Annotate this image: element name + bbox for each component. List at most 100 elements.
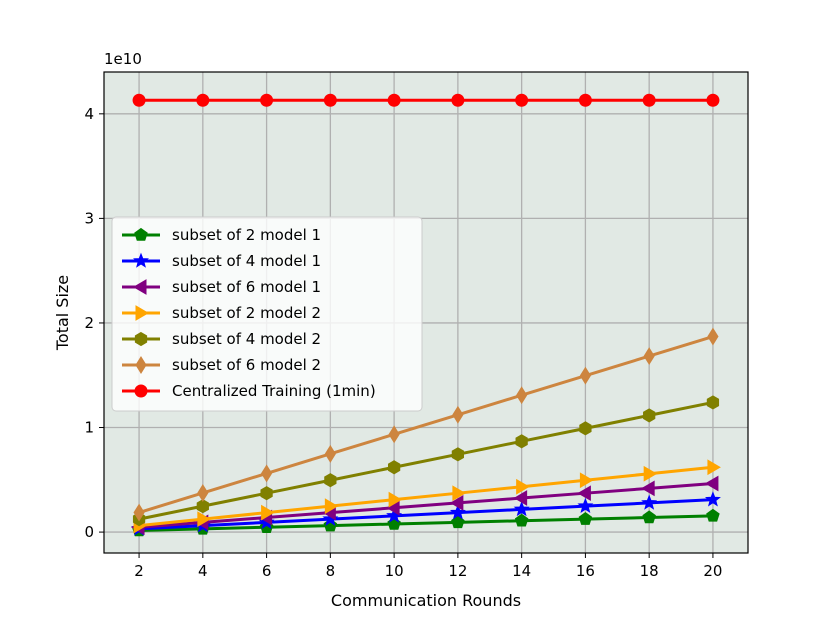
series-4-point-10 <box>707 459 721 476</box>
series-6-point-9 <box>643 347 655 366</box>
series-1-line <box>139 514 713 532</box>
series-7 <box>132 93 720 107</box>
series-5-point-7 <box>515 434 528 449</box>
y-axis-label: Total Size <box>53 275 72 351</box>
series-5-point-5 <box>387 460 401 475</box>
series-7-point-1 <box>132 93 146 107</box>
y-tick-label-3: 3 <box>84 209 94 227</box>
x-tick-label-2: 2 <box>134 562 144 580</box>
series-6-point-7 <box>516 386 528 405</box>
series-5-point-4 <box>324 473 337 488</box>
legend-label-3: subset of 6 model 1 <box>172 278 321 296</box>
series-5-point-8 <box>579 421 592 436</box>
series-6-point-5 <box>388 425 400 444</box>
x-tick-label-6: 6 <box>262 562 272 580</box>
series-7-point-7 <box>515 93 529 107</box>
legend-entry-5: subset of 4 model 2 <box>122 330 321 348</box>
legend-entry-6: subset of 6 model 2 <box>122 356 321 374</box>
series-1-point-6 <box>451 515 465 529</box>
legend-entry-1: subset of 2 model 1 <box>122 226 321 244</box>
series-3-point-9 <box>641 480 655 497</box>
x-tick-label-4: 4 <box>198 562 208 580</box>
series-5-point-10 <box>706 395 720 410</box>
series-4-line <box>138 465 714 528</box>
legend-entry-2: subset of 4 model 1 <box>122 252 321 270</box>
series-6-point-3 <box>261 464 273 483</box>
legend-label-4: subset of 2 model 2 <box>172 304 321 322</box>
series-7-point-9 <box>642 93 656 107</box>
y-scale-label: 1e10 <box>104 50 142 68</box>
legend-marker-5 <box>134 331 148 347</box>
series-3-line <box>138 481 714 529</box>
series-4-point-2 <box>197 511 211 527</box>
legend-entry-4: subset of 2 model 2 <box>122 304 321 322</box>
y-tick-label-1: 1 <box>84 419 94 437</box>
series-6-line <box>138 335 714 514</box>
series-6-point-10 <box>707 327 719 346</box>
legend-entry-3: subset of 6 model 1 <box>122 278 321 296</box>
series-2-line <box>138 498 714 531</box>
x-tick-label-10: 10 <box>385 562 404 580</box>
x-tick-label-16: 16 <box>576 562 595 580</box>
y-tick-label-0: 0 <box>84 523 94 541</box>
series-5-point-2 <box>196 499 209 514</box>
legend: subset of 2 model 1 subset of 4 model 1 su… <box>111 216 423 412</box>
series-3-point-8 <box>577 485 591 502</box>
series-6-point-1 <box>133 503 145 522</box>
legend-label-2: subset of 4 model 1 <box>172 252 321 270</box>
series-7-point-6 <box>451 93 465 107</box>
series-1-point-8 <box>578 512 593 525</box>
legend-entry-7: Centralized Training (1min) <box>122 382 376 400</box>
grid <box>104 72 748 553</box>
x-tick-label-18: 18 <box>640 562 659 580</box>
series-5-point-3 <box>260 486 273 501</box>
series-5-line <box>138 400 714 521</box>
legend-marker-1 <box>134 227 148 241</box>
x-tick-label-14: 14 <box>512 562 531 580</box>
series-6 <box>133 327 719 522</box>
legend-marker-4 <box>135 305 149 321</box>
y-tick-label-2: 2 <box>84 314 94 332</box>
series-4-point-7 <box>516 478 530 495</box>
series-7-point-2 <box>196 93 210 107</box>
legend-marker-7 <box>134 384 148 398</box>
series-6-point-4 <box>324 444 336 463</box>
series-4 <box>133 459 721 534</box>
plot-frame <box>103 71 749 554</box>
y-tick-label-4: 4 <box>84 105 94 123</box>
series-7-point-4 <box>323 93 337 107</box>
series-4-point-3 <box>261 504 275 521</box>
legend-label-6: subset of 6 model 2 <box>172 356 321 374</box>
series-4-point-8 <box>579 472 594 489</box>
series-2-point-7 <box>513 501 530 517</box>
series-4-point-6 <box>452 485 466 502</box>
series-1-point-7 <box>514 513 529 527</box>
x-axis-label: Communication Rounds <box>331 591 521 610</box>
x-tick-label-8: 8 <box>326 562 336 580</box>
series-3-point-10 <box>704 475 719 492</box>
series-7-point-10 <box>706 93 720 107</box>
x-tick-label-12: 12 <box>448 562 467 580</box>
legend-marker-6 <box>135 356 147 374</box>
series-1-point-10 <box>706 508 720 522</box>
legend-label-1: subset of 2 model 1 <box>172 226 321 244</box>
legend-marker-2 <box>133 252 149 268</box>
series-7-point-5 <box>387 93 401 107</box>
series-6-point-2 <box>197 484 209 502</box>
series-2-point-10 <box>704 491 721 507</box>
series-7-point-8 <box>578 93 592 107</box>
series-layer <box>131 93 721 537</box>
series-5-point-9 <box>643 408 656 423</box>
series-5-point-6 <box>451 447 465 462</box>
series-4-point-5 <box>388 491 403 508</box>
series-6-point-6 <box>452 405 464 424</box>
series-6-point-8 <box>579 366 591 385</box>
x-tick-label-20: 20 <box>703 562 722 580</box>
series-4-point-9 <box>643 465 658 482</box>
series-4-point-4 <box>324 498 339 515</box>
series-7-point-3 <box>260 93 274 107</box>
series-2-point-8 <box>577 497 594 513</box>
